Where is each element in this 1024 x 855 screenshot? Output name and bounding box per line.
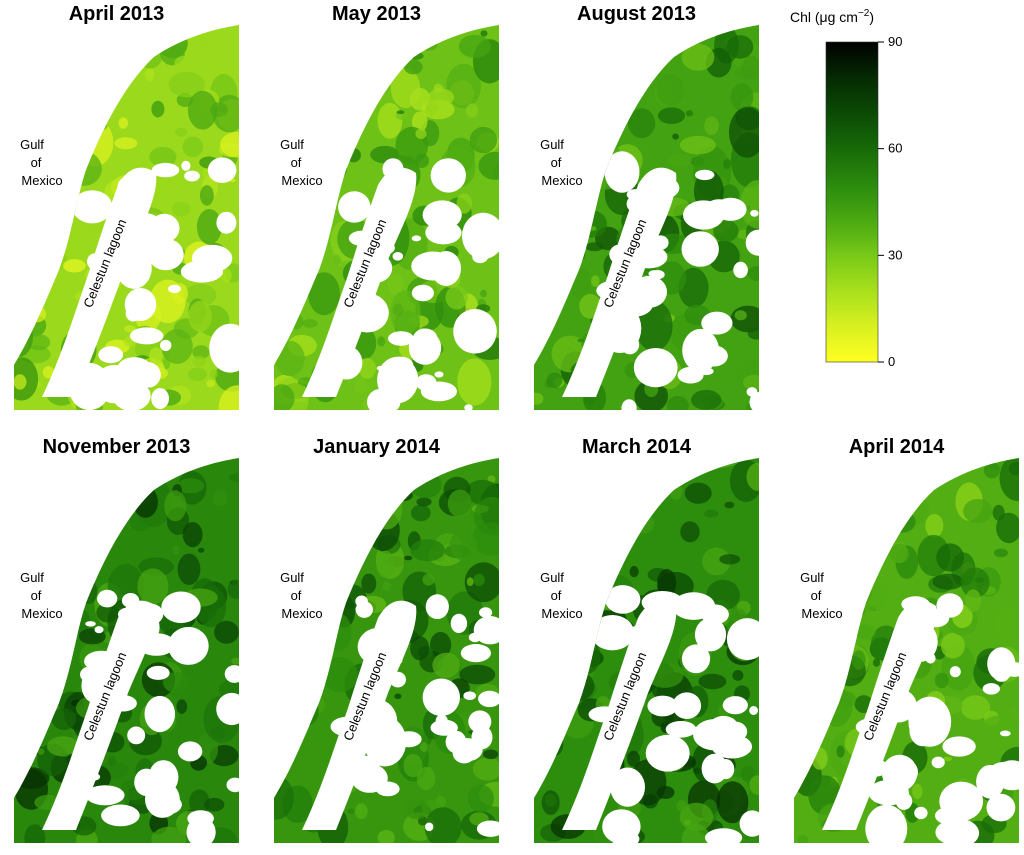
panel-title: January 2014 (313, 436, 441, 458)
panel-title: April 2014 (849, 436, 945, 458)
gulf-label-line: of (31, 588, 42, 603)
gulf-label-line: of (811, 588, 822, 603)
gulf-label-line: Mexico (541, 173, 582, 188)
gulf-label-line: Gulf (20, 570, 44, 585)
gulf-label-line: Gulf (280, 570, 304, 585)
gulf-of-mexico-label: Gulf of Mexico (20, 570, 63, 621)
gulf-label-line: Gulf (280, 137, 304, 152)
lagoon-area (562, 600, 677, 830)
gulf-label-line: of (291, 155, 302, 170)
gulf-of-mexico-label: Gulf of Mexico (280, 137, 323, 188)
panel-title: May 2013 (332, 3, 421, 25)
gulf-label-line: of (551, 155, 562, 170)
gulf-label-line: Gulf (20, 137, 44, 152)
colorbar-title: Chl (μg cm−2) (790, 8, 874, 25)
panel-title: April 2013 (69, 3, 165, 25)
colorbar-tick-label: 90 (888, 34, 902, 49)
lagoon-area (42, 600, 157, 830)
panel-title: November 2013 (43, 436, 191, 458)
lagoon-area (562, 167, 677, 397)
gulf-label-line: Mexico (21, 606, 62, 621)
colorbar-bar (825, 41, 879, 363)
gulf-label-line: Mexico (281, 173, 322, 188)
panel-title: March 2014 (582, 436, 692, 458)
gulf-label-line: Mexico (801, 606, 842, 621)
colorbar-tick-label: 30 (888, 247, 902, 262)
gulf-of-mexico-label: Gulf of Mexico (280, 570, 323, 621)
colorbar-tick-label: 60 (888, 141, 902, 156)
gulf-of-mexico-label: Gulf of Mexico (540, 570, 583, 621)
gulf-label-line: Mexico (281, 606, 322, 621)
lagoon-area (822, 600, 937, 830)
lagoon-area (302, 600, 417, 830)
gulf-of-mexico-label: Gulf of Mexico (800, 570, 843, 621)
gulf-label-line: Mexico (541, 606, 582, 621)
colorbar-tick-label: 0 (888, 354, 895, 369)
gulf-label-line: Gulf (540, 137, 564, 152)
gulf-label-line: Gulf (800, 570, 824, 585)
gulf-label-line: Mexico (21, 173, 62, 188)
panel-title: August 2013 (577, 3, 696, 25)
gulf-label-line: of (31, 155, 42, 170)
lagoon-area (302, 167, 417, 397)
colorbar: Chl (μg cm−2) 90 60 30 0 (790, 8, 902, 369)
gulf-label-line: of (291, 588, 302, 603)
lagoon-area (42, 167, 157, 397)
colorbar-ticks: 90 60 30 0 (878, 34, 902, 369)
gulf-of-mexico-label: Gulf of Mexico (540, 137, 583, 188)
gulf-of-mexico-label: Gulf of Mexico (20, 137, 63, 188)
gulf-label-line: of (551, 588, 562, 603)
gulf-label-line: Gulf (540, 570, 564, 585)
